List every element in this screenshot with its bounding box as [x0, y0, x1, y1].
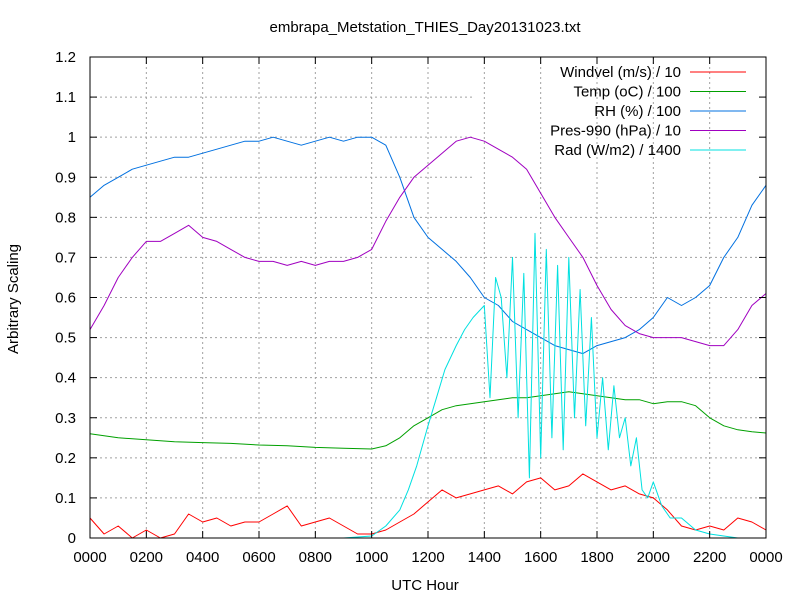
x-tick-label: 1600 — [524, 549, 557, 566]
y-tick-label: 1 — [68, 129, 76, 146]
y-tick-label: 0.2 — [55, 450, 76, 467]
x-tick-label: 0800 — [299, 549, 332, 566]
series-line-4 — [89, 136, 767, 347]
legend-label-4: Pres-990 (hPa) / 10 — [550, 123, 681, 140]
y-tick-label: 0.7 — [55, 249, 76, 266]
y-tick-label: 0.4 — [55, 370, 76, 387]
legend: Windvel (m/s) / 10 Temp (oC) / 100 RH (%) … — [550, 64, 746, 159]
axis-ticks: 0 0.1 0.2 0.3 0.4 0.5 0.6 0.7 0.8 0.9 1 1.1 1.2 0000 0… — [55, 49, 783, 566]
x-tick-label: 0600 — [242, 549, 275, 566]
y-tick-label: 0.5 — [55, 330, 76, 347]
series-layer — [89, 136, 767, 539]
y-tick-label: 0.6 — [55, 290, 76, 307]
x-tick-label: 1200 — [411, 549, 444, 566]
y-tick-label: 1.1 — [55, 89, 76, 106]
series-line-2 — [89, 391, 767, 450]
legend-label-1: Windvel (m/s) / 10 — [560, 64, 681, 81]
y-tick-label: 0.8 — [55, 209, 76, 226]
x-tick-label: 2000 — [637, 549, 670, 566]
x-tick-label: 1800 — [580, 549, 613, 566]
y-tick-label: 0.9 — [55, 169, 76, 186]
y-axis-label: Arbitrary Scaling — [5, 244, 22, 354]
legend-label-3: RH (%) / 100 — [594, 103, 681, 120]
x-tick-label: 0000 — [73, 549, 106, 566]
legend-label-2: Temp (oC) / 100 — [573, 84, 681, 101]
x-tick-label: 0400 — [186, 549, 219, 566]
x-tick-label: 0200 — [130, 549, 163, 566]
y-tick-label: 0.3 — [55, 410, 76, 427]
series-line-1 — [89, 473, 767, 539]
x-axis-label: UTC Hour — [391, 577, 459, 594]
x-tick-label: 0000 — [749, 549, 782, 566]
y-tick-label: 0 — [68, 530, 76, 547]
series-line-5 — [90, 232, 766, 539]
y-tick-label: 1.2 — [55, 49, 76, 66]
x-tick-label: 1400 — [468, 549, 501, 566]
x-tick-label: 2200 — [693, 549, 726, 566]
series-line-3 — [89, 136, 767, 355]
legend-label-5: Rad (W/m2) / 1400 — [554, 142, 681, 159]
chart-title: embrapa_Metstation_THIES_Day20131023.txt — [269, 19, 581, 36]
y-tick-label: 0.1 — [55, 490, 76, 507]
x-tick-label: 1000 — [355, 549, 388, 566]
